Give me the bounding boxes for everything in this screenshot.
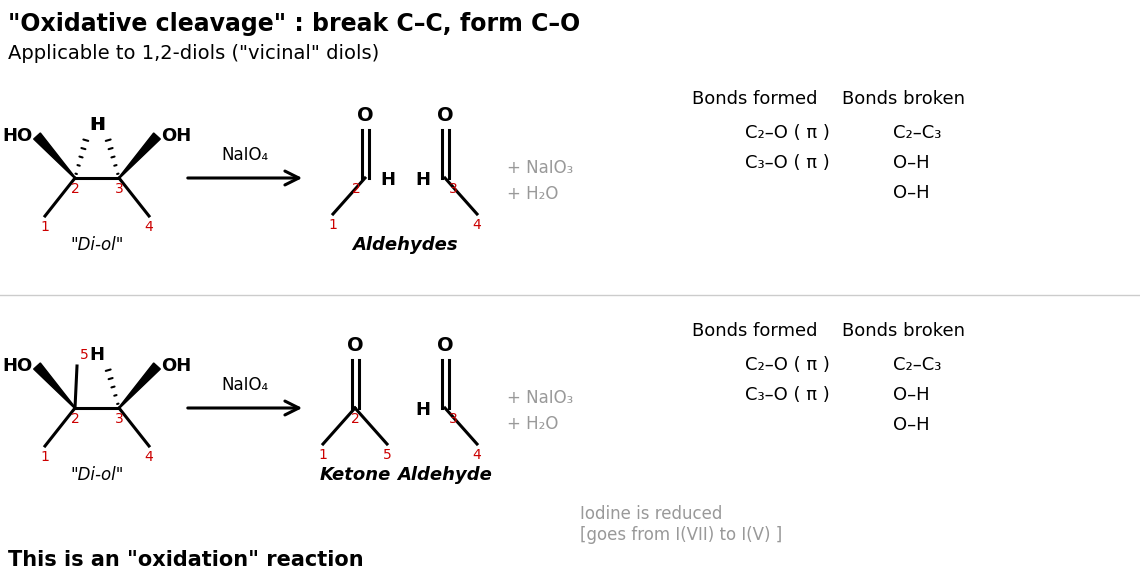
Text: H: H — [380, 171, 394, 189]
Polygon shape — [119, 133, 161, 178]
Text: 4: 4 — [473, 218, 481, 232]
Text: Bonds formed: Bonds formed — [692, 90, 817, 108]
Text: O: O — [357, 106, 373, 125]
Text: O–H: O–H — [893, 386, 929, 404]
Text: 4: 4 — [145, 220, 154, 234]
Text: "Oxidative cleavage" : break C–C, form C–O: "Oxidative cleavage" : break C–C, form C… — [8, 12, 580, 36]
Text: + NaIO₃: + NaIO₃ — [507, 389, 573, 407]
Text: 2: 2 — [71, 182, 80, 196]
Text: "Di-ol": "Di-ol" — [71, 466, 123, 484]
Text: OH: OH — [161, 127, 192, 145]
Text: Bonds broken: Bonds broken — [841, 90, 964, 108]
Text: 1: 1 — [328, 218, 337, 232]
Text: HO: HO — [2, 357, 33, 375]
Text: C₂–O ( π ): C₂–O ( π ) — [746, 356, 830, 374]
Text: H: H — [89, 346, 104, 364]
Text: H: H — [415, 401, 430, 419]
Text: 2: 2 — [71, 412, 80, 426]
Text: O: O — [347, 336, 364, 355]
Text: + NaIO₃: + NaIO₃ — [507, 159, 573, 177]
Text: NaIO₄: NaIO₄ — [221, 146, 269, 164]
Text: Bonds formed: Bonds formed — [692, 322, 817, 340]
Text: 1: 1 — [318, 448, 327, 462]
Text: Applicable to 1,2-diols ("vicinal" diols): Applicable to 1,2-diols ("vicinal" diols… — [8, 44, 380, 63]
Text: O–H: O–H — [893, 416, 929, 434]
Text: HO: HO — [2, 127, 33, 145]
Text: Aldehyde: Aldehyde — [398, 466, 492, 484]
Text: 3: 3 — [449, 412, 458, 426]
Text: Iodine is reduced
[goes from I(VII) to I(V) ]: Iodine is reduced [goes from I(VII) to I… — [580, 505, 782, 544]
Text: C₂–C₃: C₂–C₃ — [893, 356, 942, 374]
Text: 4: 4 — [473, 448, 481, 462]
Text: + H₂O: + H₂O — [507, 415, 559, 433]
Text: 3: 3 — [115, 412, 123, 426]
Text: Aldehydes: Aldehydes — [352, 236, 458, 254]
Polygon shape — [34, 363, 75, 409]
Text: 4: 4 — [145, 450, 154, 464]
Text: H: H — [90, 116, 105, 134]
Text: 5: 5 — [383, 448, 391, 462]
Text: 1: 1 — [41, 450, 49, 464]
Text: O–H: O–H — [893, 184, 929, 202]
Text: C₃–O ( π ): C₃–O ( π ) — [746, 386, 830, 404]
Text: Bonds broken: Bonds broken — [841, 322, 964, 340]
Text: NaIO₄: NaIO₄ — [221, 376, 269, 394]
Text: O: O — [437, 336, 454, 355]
Text: 3: 3 — [115, 182, 123, 196]
Text: 2: 2 — [351, 412, 359, 426]
Polygon shape — [34, 133, 75, 178]
Polygon shape — [119, 363, 161, 409]
Text: 2: 2 — [352, 182, 361, 196]
Text: This is an "oxidation" reaction: This is an "oxidation" reaction — [8, 550, 364, 570]
Text: + H₂O: + H₂O — [507, 185, 559, 203]
Text: O–H: O–H — [893, 154, 929, 172]
Text: Ketone: Ketone — [319, 466, 391, 484]
Text: "Di-ol": "Di-ol" — [71, 236, 123, 254]
Text: H: H — [89, 116, 104, 134]
Text: 5: 5 — [80, 348, 89, 362]
Text: H: H — [415, 171, 430, 189]
Text: O: O — [437, 106, 454, 125]
Text: 3: 3 — [449, 182, 458, 196]
Text: OH: OH — [161, 357, 192, 375]
Text: C₂–C₃: C₂–C₃ — [893, 124, 942, 142]
Text: 1: 1 — [41, 220, 49, 234]
Text: C₂–O ( π ): C₂–O ( π ) — [746, 124, 830, 142]
Text: C₃–O ( π ): C₃–O ( π ) — [746, 154, 830, 172]
